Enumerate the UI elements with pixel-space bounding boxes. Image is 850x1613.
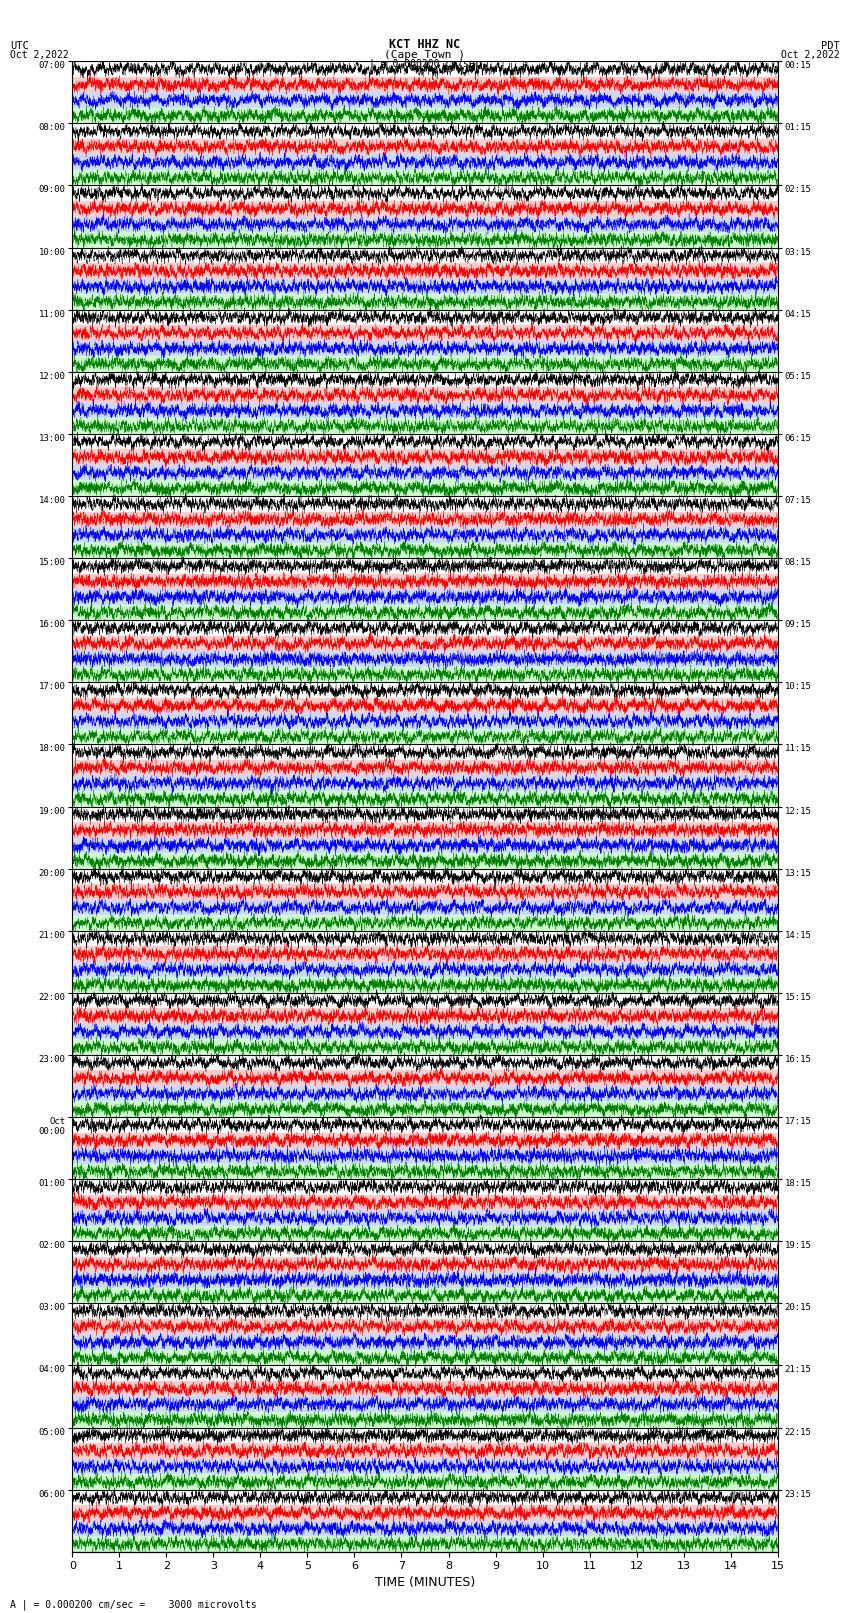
Text: KCT HHZ NC: KCT HHZ NC: [389, 37, 461, 50]
Text: Oct 2,2022: Oct 2,2022: [781, 50, 840, 60]
Text: A | = 0.000200 cm/sec =    3000 microvolts: A | = 0.000200 cm/sec = 3000 microvolts: [10, 1598, 257, 1610]
X-axis label: TIME (MINUTES): TIME (MINUTES): [375, 1576, 475, 1589]
Text: Oct 2,2022: Oct 2,2022: [10, 50, 69, 60]
Text: UTC: UTC: [10, 40, 29, 50]
Text: | = 0.000200 cm/sec: | = 0.000200 cm/sec: [369, 58, 481, 69]
Text: PDT: PDT: [821, 40, 840, 50]
Text: (Cape Town ): (Cape Town ): [384, 50, 466, 60]
